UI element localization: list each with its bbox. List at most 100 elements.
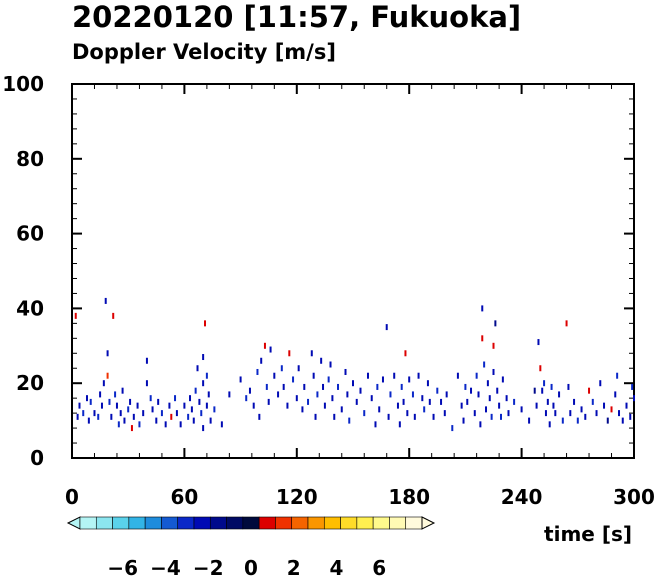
colorbar-segment <box>128 516 146 530</box>
data-point <box>220 421 223 428</box>
data-point <box>554 410 557 417</box>
data-point <box>548 421 551 428</box>
data-point <box>606 417 609 424</box>
data-point <box>436 387 439 394</box>
data-point <box>428 398 431 405</box>
data-point <box>175 410 178 417</box>
data-point <box>277 391 280 398</box>
data-point <box>460 402 463 409</box>
data-point <box>595 410 598 417</box>
data-point <box>136 402 139 409</box>
y-tick-label: 100 <box>2 72 44 96</box>
data-point <box>499 413 502 420</box>
data-point <box>490 413 493 420</box>
data-point <box>591 398 594 405</box>
data-point <box>258 413 261 420</box>
data-point <box>286 402 289 409</box>
colorbar-segment <box>291 516 309 530</box>
data-point <box>539 365 542 372</box>
data-point <box>477 391 480 398</box>
data-point <box>475 372 478 379</box>
colorbar-segment <box>112 516 130 530</box>
data-point <box>355 398 358 405</box>
data-point <box>192 417 195 424</box>
colorbar-segment <box>405 516 423 530</box>
data-point <box>329 361 332 368</box>
data-point <box>256 368 259 375</box>
colorbar-tick-label: 2 <box>287 556 301 577</box>
data-point <box>576 417 579 424</box>
data-point <box>470 387 473 394</box>
chart-subtitle: Doppler Velocity [m/s] <box>72 40 336 64</box>
colorbar-tick-label: 0 <box>244 556 258 577</box>
data-point <box>580 406 583 413</box>
data-point <box>145 380 148 387</box>
data-point <box>599 380 602 387</box>
data-point <box>423 406 426 413</box>
colorbar-segment <box>144 516 162 530</box>
colorbar-segment <box>307 516 325 530</box>
y-tick-labels: 0 20 40 60 80 100 <box>2 72 44 470</box>
data-point <box>408 376 411 383</box>
data-point <box>295 395 298 402</box>
data-point <box>614 391 617 398</box>
data-point <box>174 395 177 402</box>
x-tick-label: 180 <box>388 485 430 509</box>
data-point <box>406 410 409 417</box>
data-point <box>370 395 373 402</box>
y-tick-label: 20 <box>16 371 44 395</box>
data-point <box>145 357 148 364</box>
data-point <box>307 398 310 405</box>
x-axis-label: time [s] <box>544 522 632 546</box>
data-point <box>93 410 96 417</box>
data-point <box>108 398 111 405</box>
data-point <box>543 380 546 387</box>
data-point <box>528 417 531 424</box>
data-point <box>82 410 85 417</box>
data-point <box>456 372 459 379</box>
data-point <box>533 387 536 394</box>
data-point <box>541 387 544 394</box>
data-point <box>187 413 190 420</box>
data-point <box>117 421 120 428</box>
data-point <box>544 410 547 417</box>
colorbar-segment <box>226 516 244 530</box>
data-point <box>265 383 268 390</box>
data-point <box>157 398 160 405</box>
colorbar-segment <box>209 516 227 530</box>
colorbar-segment <box>177 516 195 530</box>
data-point <box>479 421 482 428</box>
data-point <box>85 395 88 402</box>
colorbar-segment <box>79 516 97 530</box>
x-tick-label: 300 <box>613 485 655 509</box>
data-point <box>106 350 109 357</box>
data-point <box>87 417 90 424</box>
data-point <box>189 395 192 402</box>
data-point <box>327 376 330 383</box>
data-point <box>213 406 216 413</box>
data-point <box>209 417 212 424</box>
data-point <box>248 387 251 394</box>
data-point <box>205 372 208 379</box>
colorbar-tick-labels: −6 −4 −2 0 2 4 6 <box>107 556 386 577</box>
data-point <box>97 413 100 420</box>
data-point <box>198 398 201 405</box>
data-point <box>130 425 133 432</box>
data-point <box>348 417 351 424</box>
data-point <box>432 413 435 420</box>
data-point <box>389 391 392 398</box>
data-point <box>114 391 117 398</box>
data-point <box>398 421 401 428</box>
data-point <box>282 383 285 390</box>
data-point <box>280 365 283 372</box>
data-point <box>115 402 118 409</box>
data-point <box>558 391 561 398</box>
data-point <box>102 380 105 387</box>
data-point <box>273 372 276 379</box>
data-point <box>104 297 107 304</box>
colorbar-arrow-left <box>66 516 81 530</box>
data-point <box>202 380 205 387</box>
data-point <box>331 395 334 402</box>
data-point <box>301 406 304 413</box>
